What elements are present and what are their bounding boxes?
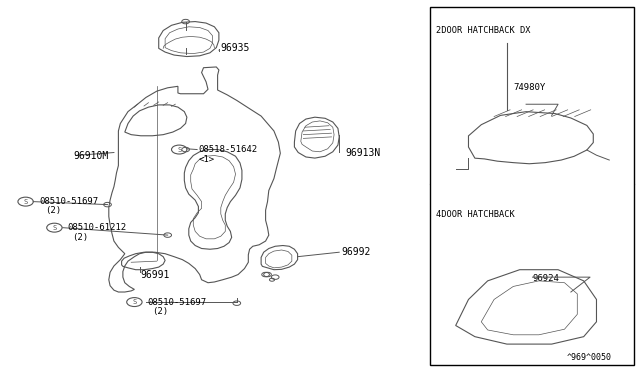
Bar [430, 7, 634, 365]
Text: 96935: 96935 [221, 44, 250, 53]
Text: 74980Y: 74980Y [513, 83, 545, 92]
Text: 4DOOR HATCHBACK: 4DOOR HATCHBACK [436, 210, 515, 219]
Text: 08518-51642: 08518-51642 [198, 145, 257, 154]
Text: S: S [132, 299, 136, 305]
Text: 96991: 96991 [141, 270, 170, 279]
Text: 96913N: 96913N [346, 148, 381, 157]
Text: (2): (2) [72, 233, 88, 242]
Text: ^969^0050: ^969^0050 [566, 353, 611, 362]
Text: 96910M: 96910M [74, 151, 109, 161]
Text: 08510-51697: 08510-51697 [147, 298, 206, 307]
Text: S: S [52, 225, 56, 231]
Text: 96992: 96992 [342, 247, 371, 257]
Text: <1>: <1> [198, 155, 214, 164]
Text: 96924: 96924 [532, 275, 559, 283]
Text: 08510-51697: 08510-51697 [40, 197, 99, 206]
Text: S: S [177, 147, 181, 153]
Text: S: S [24, 199, 28, 205]
Text: (2): (2) [152, 307, 168, 316]
Text: (2): (2) [45, 206, 61, 215]
Text: 2DOOR HATCHBACK DX: 2DOOR HATCHBACK DX [436, 26, 531, 35]
Text: 08510-61212: 08510-61212 [67, 223, 126, 232]
